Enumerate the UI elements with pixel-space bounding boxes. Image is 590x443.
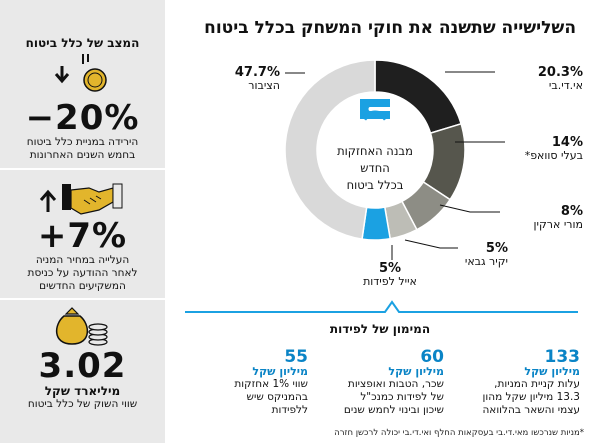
label-lapidot-name: אייל לפידות — [363, 275, 417, 288]
funding-item-1-unit: מיליון שקל — [524, 365, 580, 378]
market-value-unit: מיליארד שקל — [44, 384, 121, 398]
label-idb: 20.3% אי.די.בי — [505, 66, 583, 92]
funding-item-1-line-1: עלות קניית המניות, — [494, 378, 580, 390]
side-divider-2 — [0, 298, 165, 300]
funding-item-2-line-2: של לפידות כמנכ"ל — [360, 391, 444, 403]
side-heading: המצב של כלל ביטוח — [25, 36, 140, 50]
funding-item-1-num: 133 — [544, 347, 581, 367]
center-text-line-1: מבנה האחזקות — [337, 144, 413, 158]
label-arkin: 8% מורי ארקין — [505, 205, 583, 231]
side-block-1: −20% הירידה במניית כלל ביטוח בחמש השנים … — [0, 100, 165, 162]
funding-item-1: 133 מיליון שקל עלות קניית המניות, 13.3 מ… — [452, 348, 580, 417]
footnote: *מניות שנרכשו מאי.די.בי בעסקאות החלף ואי… — [334, 428, 584, 438]
label-gabai-name: יקיר גבאי — [464, 255, 508, 268]
rise-text-3: המשקיעים החדשים — [39, 280, 126, 292]
funding-item-1-line-2: 13.3 מיליון שקל מהון — [482, 391, 581, 403]
rise-text-2: לאחר ההודעה על כניסת — [27, 267, 138, 279]
funding-item-2-line-3: שיכון ובינוי לחמש שנים — [343, 404, 444, 416]
label-lapidot: 5% אייל לפידות — [355, 262, 425, 288]
side-block-2: +7% העלייה במחיר המניה לאחר ההודעה על כנ… — [0, 218, 165, 293]
decline-text-2: בחמש השנים האחרונות — [29, 149, 136, 161]
label-swap: 14% בעלי סוואפ* — [505, 136, 583, 162]
donut-slice-5 — [285, 59, 376, 240]
label-gabai-value: 5% — [485, 241, 508, 256]
decline-text-1: הירידה במניית כלל ביטוח — [26, 136, 139, 148]
label-public-name: הציבור — [248, 79, 280, 92]
coin-down-icon — [54, 54, 107, 92]
label-arkin-value: 8% — [560, 204, 583, 219]
money-bag-icon — [56, 307, 108, 346]
funding-item-3-line-3: ללפידות — [271, 404, 308, 416]
funding-item-3-line-2: בהמניקס שיש — [246, 391, 308, 403]
donut-center-text: מבנה האחזקות החדש בכלל ביטוח — [330, 143, 420, 194]
funding-item-3-num: 55 — [284, 347, 308, 367]
funding-item-2: 60 מיליון שקל שכר, הטבות ואופציות של לפי… — [316, 348, 444, 417]
funding-item-2-unit: מיליון שקל — [388, 365, 444, 378]
funding-item-3-line-1: שווי 1% אחזקות — [234, 378, 308, 390]
funding-item-2-num: 60 — [420, 347, 444, 367]
decline-value: −20% — [25, 98, 140, 138]
funding-item-3-unit: מיליון שקל — [252, 365, 308, 378]
center-text-line-2: החדש — [360, 161, 390, 175]
label-public: 47.7% הציבור — [214, 66, 280, 92]
funding-item-1-line-3: עצמי והשאר בהלוואה — [482, 404, 580, 416]
side-divider-1 — [0, 168, 165, 170]
label-gabai: 5% יקיר גבאי — [458, 242, 508, 268]
holdings-donut-chart — [285, 59, 465, 241]
label-idb-value: 20.3% — [537, 65, 583, 80]
market-value: 3.02 — [38, 346, 127, 386]
clal-logo-icon — [360, 99, 390, 121]
center-text-line-3: בכלל ביטוח — [346, 178, 404, 192]
donut-slice-0 — [374, 59, 463, 135]
chart-title: השלישייה שתשנה את חוקי המשחק בכלל ביטוח — [204, 18, 576, 38]
funding-heading: המימון של לפידות — [329, 322, 431, 336]
rise-text-1: העלייה במחיר המניה — [35, 254, 130, 266]
label-swap-value: 14% — [551, 135, 583, 150]
funding-item-3: 55 מיליון שקל שווי 1% אחזקות בהמניקס שיש… — [180, 348, 308, 417]
rise-value: +7% — [37, 216, 128, 256]
label-idb-name: אי.די.בי — [548, 79, 583, 92]
label-lapidot-value: 5% — [378, 261, 402, 276]
funding-item-2-line-1: שכר, הטבות ואופציות — [347, 378, 444, 390]
side-heading-block: המצב של כלל ביטוח — [0, 36, 165, 50]
label-public-value: 47.7% — [234, 65, 280, 80]
label-arkin-name: מורי ארקין — [533, 218, 583, 231]
side-block-3: 3.02 מיליארד שקל שווי השוק של כלל ביטוח — [0, 348, 165, 411]
market-value-text: שווי השוק של כלל ביטוח — [27, 398, 138, 410]
label-swap-name: בעלי סוואפ* — [524, 149, 583, 162]
side-panel: המצב של כלל ביטוח −20% הירידה במניית כלל… — [0, 0, 165, 443]
handshake-up-icon — [39, 183, 123, 215]
